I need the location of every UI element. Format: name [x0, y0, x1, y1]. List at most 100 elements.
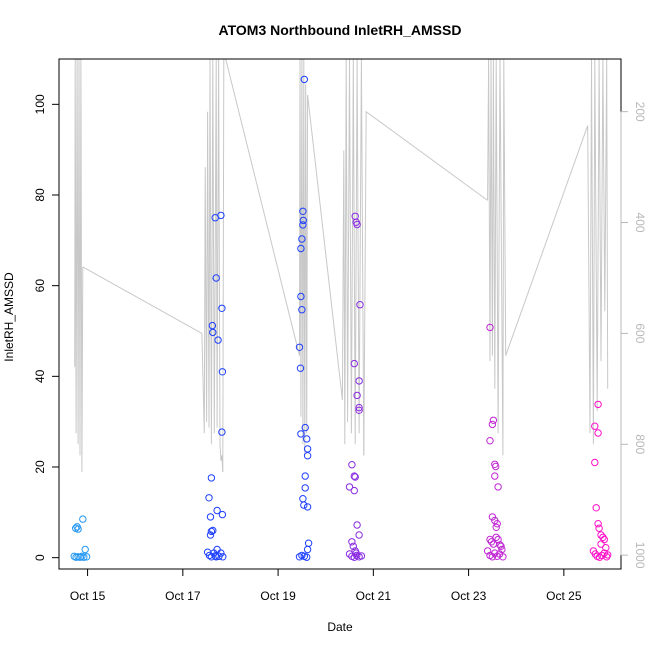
data-point-2-4	[351, 473, 359, 481]
right-axis: 200 400 600 800 1000	[620, 102, 647, 569]
data-point-3-13	[487, 538, 496, 546]
data-point-1-0	[205, 494, 213, 502]
data-point-1-31	[297, 244, 305, 253]
data-point-2-13	[356, 301, 364, 309]
data-point-1-35	[299, 207, 307, 216]
data-point-1-34	[299, 216, 307, 225]
secondary-line-segment-0	[74, 58, 84, 473]
data-point-1-40	[301, 423, 309, 432]
x-tick-label: Oct 17	[165, 589, 201, 603]
data-point-0-10	[80, 553, 88, 561]
y-axis-title: InletRH_AMSSD	[2, 272, 16, 362]
secondary-line-segment-10	[587, 58, 609, 445]
data-point-2-1	[348, 461, 356, 469]
data-point-1-2	[207, 474, 216, 482]
data-point-1-16	[206, 531, 215, 539]
data-point-2-14	[353, 521, 361, 529]
data-point-2-25	[352, 549, 360, 557]
x-tick-label: Oct 21	[356, 589, 392, 603]
data-point-4-6	[595, 524, 603, 532]
x-tick-label: Oct 23	[451, 589, 487, 603]
data-point-3-17	[496, 541, 504, 549]
data-point-3-0	[486, 323, 494, 332]
data-point-2-2	[350, 486, 358, 495]
right-tick-label: 600	[633, 323, 647, 343]
data-point-1-36	[300, 75, 308, 84]
x-tick-label: Oct 19	[260, 589, 296, 603]
data-point-4-19	[604, 551, 612, 559]
y-tick-label: 40	[33, 369, 47, 383]
data-point-1-28	[296, 364, 305, 372]
data-point-4-4	[592, 504, 600, 512]
data-point-2-8	[350, 359, 358, 368]
data-point-3-18	[483, 547, 492, 555]
data-point-1-27	[295, 343, 304, 351]
data-point-1-15	[209, 526, 217, 535]
data-point-4-15	[595, 553, 604, 561]
y-tick-label: 100	[33, 94, 47, 114]
secondary-line-segment-7	[363, 110, 488, 456]
data-point-1-9	[217, 211, 225, 220]
data-point-4-2	[594, 400, 602, 409]
data-point-1-4	[209, 328, 217, 337]
secondary-line-segment-9	[505, 125, 589, 356]
data-point-3-3	[489, 416, 498, 424]
data-point-1-50	[303, 553, 311, 561]
secondary-line-segment-6	[341, 58, 365, 456]
data-point-1-33	[299, 221, 307, 229]
data-point-2-17	[349, 542, 357, 550]
data-point-4-5	[594, 520, 602, 528]
data-point-3-10	[492, 523, 500, 531]
right-tick-label: 1000	[633, 542, 647, 569]
data-point-4-1	[594, 429, 602, 437]
data-point-0-3	[79, 515, 87, 523]
data-point-3-1	[486, 437, 494, 445]
data-point-1-32	[298, 235, 306, 243]
y-tick-label: 0	[33, 554, 47, 561]
data-point-4-8	[599, 533, 607, 541]
data-point-0-4	[81, 545, 89, 554]
data-point-1-12	[218, 428, 226, 436]
data-point-3-2	[488, 420, 497, 429]
data-point-1-29	[297, 292, 305, 301]
data-point-3-20	[488, 553, 497, 561]
data-point-3-6	[491, 472, 499, 480]
data-point-2-21	[350, 553, 358, 561]
data-point-1-18	[205, 551, 214, 560]
data-point-1-1	[206, 513, 215, 521]
data-point-3-22	[493, 552, 501, 560]
data-point-4-10	[597, 540, 605, 548]
data-point-2-7	[353, 220, 361, 229]
data-point-2-0	[345, 483, 354, 491]
data-point-1-45	[301, 484, 309, 492]
secondary-line-layer	[74, 58, 609, 473]
data-point-1-14	[207, 527, 216, 536]
data-point-2-11	[355, 403, 363, 412]
data-point-3-11	[493, 520, 501, 528]
data-point-3-15	[492, 533, 500, 541]
secondary-line-segment-4	[299, 58, 309, 456]
data-point-1-8	[214, 336, 222, 344]
secondary-line-segment-5	[307, 94, 343, 400]
x-axis: Oct 15 Oct 17 Oct 19 Oct 21 Oct 23 Oct 25	[70, 568, 582, 603]
data-point-2-12	[355, 406, 363, 414]
data-point-1-30	[298, 306, 306, 314]
data-point-1-7	[213, 506, 221, 515]
x-axis-title: Date	[327, 620, 353, 634]
data-point-2-16	[348, 538, 356, 546]
right-tick-label: 200	[633, 102, 647, 122]
y-axis: 0 20 40 60 80 100	[33, 94, 60, 561]
data-point-2-10	[355, 377, 363, 385]
data-point-1-44	[301, 472, 309, 480]
data-point-3-25	[499, 553, 507, 561]
data-point-1-10	[218, 304, 226, 312]
points-layer	[70, 75, 612, 561]
data-point-3-24	[498, 545, 506, 554]
data-point-1-41	[303, 435, 311, 443]
y-tick-label: 60	[33, 279, 47, 293]
data-point-4-3	[591, 458, 599, 467]
x-tick-label: Oct 15	[70, 589, 106, 603]
data-point-1-46	[303, 503, 312, 511]
data-point-2-3	[350, 472, 358, 480]
